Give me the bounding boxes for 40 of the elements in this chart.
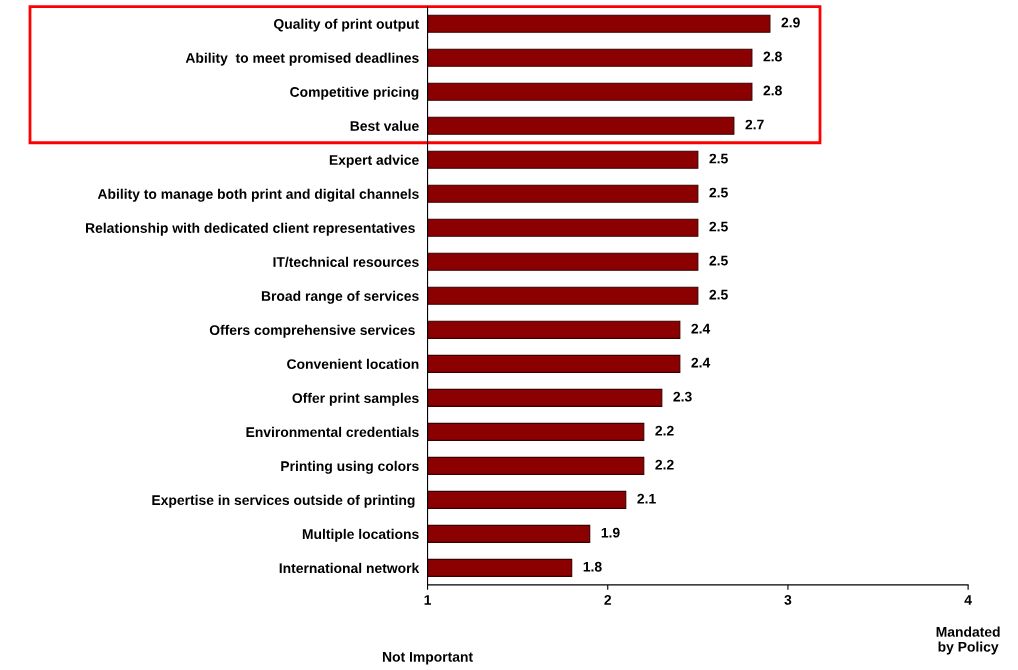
- y-tick-label: IT/technical resources: [273, 256, 419, 268]
- data-label: 2.2: [655, 459, 674, 470]
- data-label: 2.3: [673, 391, 692, 402]
- y-tick-label: Printing using colors: [281, 460, 419, 474]
- y-tick-label: Quality of print output: [274, 18, 420, 32]
- y-tick-label: Competitive pricing: [290, 86, 419, 100]
- y-tick-label: Best value: [350, 120, 419, 131]
- y-tick-label: Environmental credentials: [246, 426, 419, 438]
- x-tick-label: 1: [424, 595, 432, 605]
- y-tick-label: Ability to manage both print and digital channels: [97, 188, 419, 202]
- y-tick-label: Broad range of services: [261, 290, 419, 304]
- data-label: 1.9: [601, 527, 620, 538]
- y-tick-label: Offers comprehensive services: [209, 324, 415, 338]
- y-tick-label: Expertise in services outside of printing: [152, 494, 415, 508]
- y-tick-label: Convenient location: [287, 358, 419, 369]
- data-label: 2.5: [709, 221, 728, 232]
- data-label: 2.8: [763, 85, 782, 96]
- data-label: 2.4: [691, 357, 711, 368]
- y-tick-label: Expert advice: [329, 154, 419, 168]
- data-label: 2.4: [691, 323, 711, 334]
- text: Mandated by Policy: [936, 626, 1000, 655]
- x-tick-label: 4: [964, 595, 972, 605]
- y-tick-label: International network: [279, 562, 420, 574]
- data-label: 2.9: [781, 17, 800, 28]
- data-label: 2.5: [709, 289, 728, 300]
- data-label: 2.1: [637, 493, 656, 504]
- data-label: 1.8: [583, 561, 602, 572]
- y-tick-label: Ability to meet promised deadlines: [185, 52, 419, 66]
- data-label: 2.5: [709, 187, 728, 198]
- data-label: 2.5: [709, 153, 728, 164]
- y-tick-label: Multiple locations: [302, 528, 419, 542]
- y-tick-label: Relationship with dedicated client representatives: [85, 222, 415, 236]
- y-tick-label: Offer print samples: [292, 392, 419, 406]
- data-label: 2.2: [655, 425, 674, 436]
- data-label: 2.5: [709, 255, 728, 266]
- x-tick-label: 2: [604, 595, 612, 605]
- data-label: 2.8: [763, 51, 782, 62]
- x-tick-label: 3: [784, 595, 792, 605]
- text: Not Important: [382, 652, 473, 665]
- data-label: 2.7: [745, 119, 764, 130]
